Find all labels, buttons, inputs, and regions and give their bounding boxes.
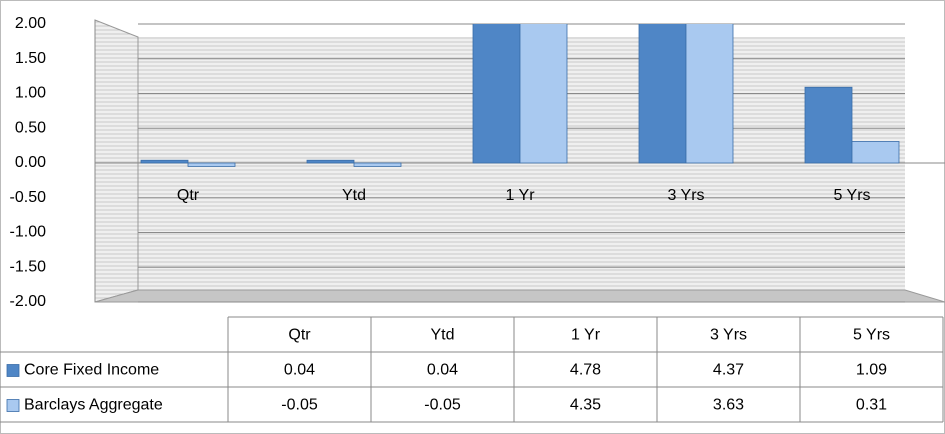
bar: [851, 141, 900, 164]
legend-swatch: [6, 364, 20, 377]
bar: [472, 24, 521, 164]
table-value: 4.37: [713, 362, 744, 379]
y-tick-label: 2.00: [15, 15, 46, 32]
y-tick-label: -0.50: [10, 189, 47, 206]
table-header: Ytd: [430, 327, 454, 344]
y-tick-label: 1.50: [15, 50, 46, 67]
x-tick-label: Qtr: [177, 187, 200, 204]
bar: [140, 159, 189, 164]
y-tick-label: 1.00: [15, 85, 46, 102]
bar: [638, 24, 687, 164]
table-header: 5 Yrs: [853, 327, 890, 344]
y-tick-label: 0.00: [15, 154, 46, 171]
x-tick-label: 5 Yrs: [833, 187, 870, 204]
legend-swatch: [6, 399, 20, 412]
table-value: 1.09: [856, 362, 887, 379]
table-header: 1 Yr: [571, 327, 601, 344]
legend-label: Core Fixed Income: [24, 362, 159, 379]
table-value: 4.78: [570, 362, 601, 379]
bars: [140, 24, 900, 167]
bar: [804, 86, 853, 164]
y-tick-label: 0.50: [15, 119, 46, 136]
table-header: 3 Yrs: [710, 327, 747, 344]
bar: [519, 24, 568, 164]
bar: [353, 162, 402, 167]
floor: [94, 289, 945, 303]
y-tick-label: -1.50: [10, 258, 47, 275]
x-tick-label: 1 Yr: [505, 187, 535, 204]
y-tick-label: -2.00: [10, 293, 47, 310]
table-value: 3.63: [713, 397, 744, 414]
legend-label: Barclays Aggregate: [24, 397, 163, 414]
x-tick-label: 3 Yrs: [667, 187, 704, 204]
bar: [306, 159, 355, 164]
bar: [685, 24, 734, 164]
table-header: Qtr: [288, 327, 311, 344]
bar: [187, 162, 236, 167]
table-value: 0.04: [427, 362, 458, 379]
table-value: 0.04: [284, 362, 315, 379]
table-value: 4.35: [570, 397, 601, 414]
table-value: 0.31: [856, 397, 887, 414]
table-value: -0.05: [281, 397, 318, 414]
x-tick-label: Ytd: [342, 187, 366, 204]
side-wall: [94, 19, 139, 303]
y-tick-label: -1.00: [10, 224, 47, 241]
table-value: -0.05: [424, 397, 461, 414]
